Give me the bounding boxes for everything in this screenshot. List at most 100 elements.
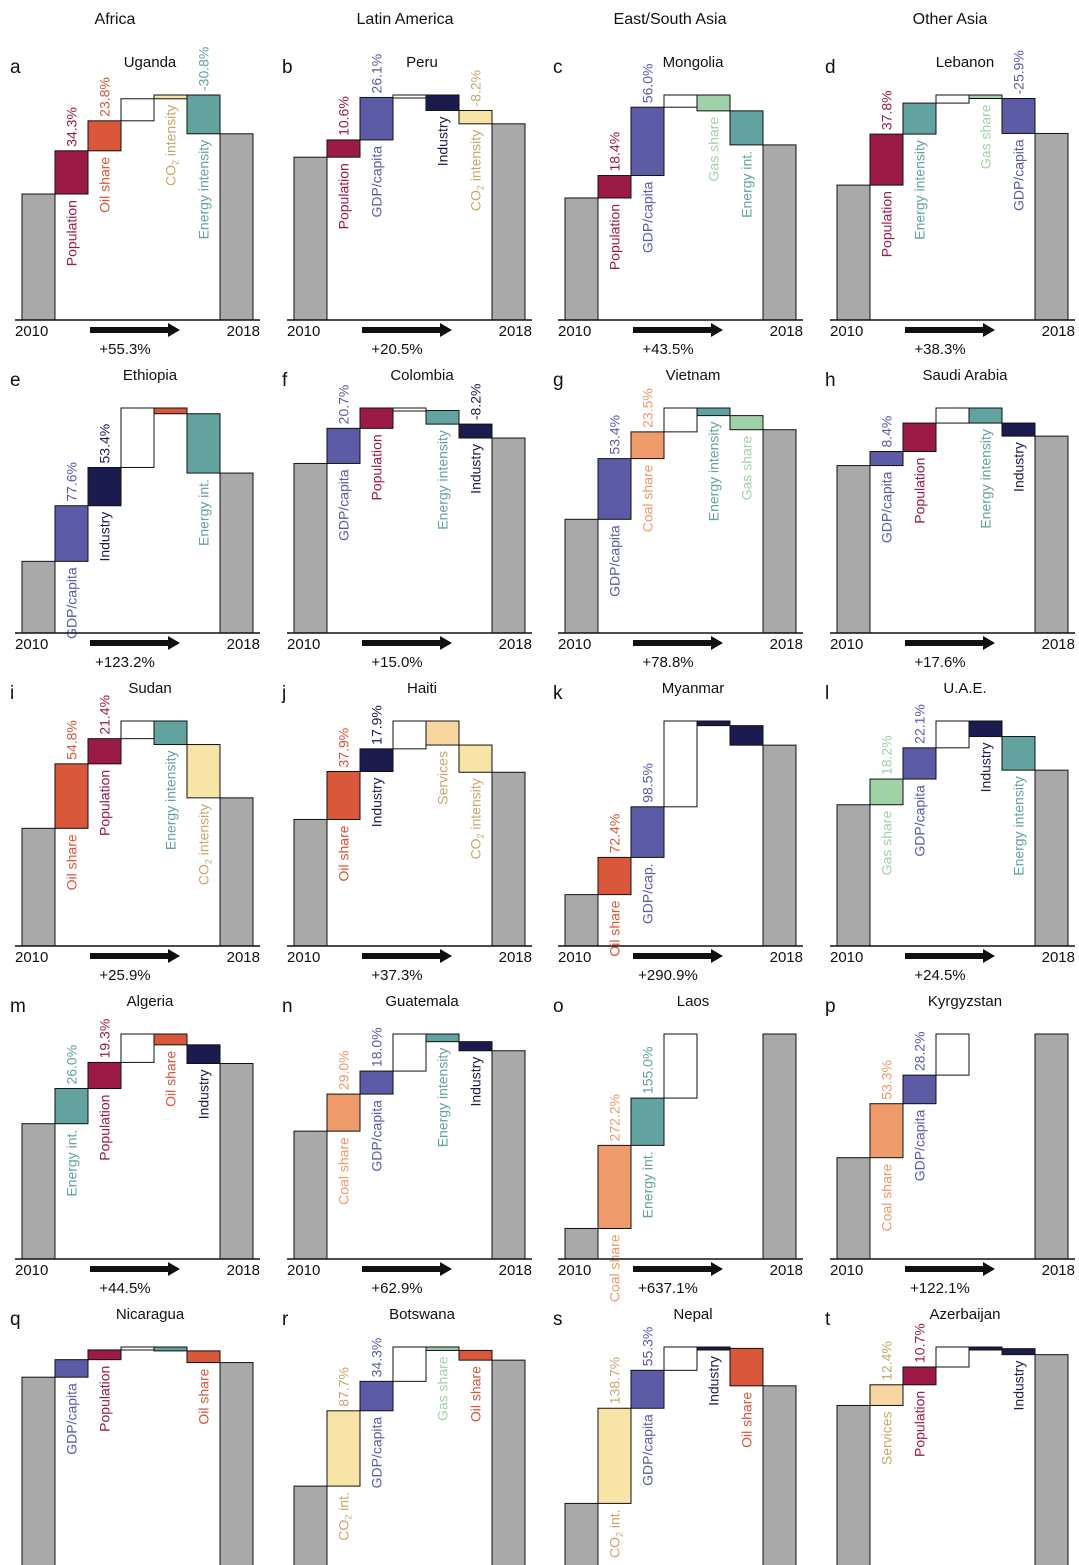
effect-bar — [458, 1349, 493, 1361]
change-arrow-head — [440, 949, 452, 963]
effect-pct: 12.4% — [879, 1341, 895, 1381]
year-end: 2018 — [499, 1262, 532, 1279]
effect-label: GDP/capita — [369, 146, 385, 218]
effect-label: GDP/capita — [607, 525, 623, 597]
effect-label: GDP/capita — [64, 567, 80, 639]
effect-bar — [696, 720, 731, 727]
change-arrow-head — [711, 949, 723, 963]
column-title: Latin America — [357, 11, 454, 28]
panel-title: Guatemala — [385, 993, 459, 1010]
effect-label: GDP/capita — [640, 1414, 656, 1486]
effect-bar — [935, 720, 970, 749]
year-start: 2010 — [287, 323, 320, 340]
effect-label: Energy intensity — [435, 430, 451, 530]
year-end: 2018 — [770, 949, 803, 966]
effect-bar — [902, 1366, 937, 1386]
effect-bar — [630, 1369, 665, 1409]
year-end: 2018 — [1042, 323, 1075, 340]
base-bar-2018 — [1034, 1354, 1069, 1565]
effect-label: GDP/capita — [640, 181, 656, 253]
effect-bar — [153, 720, 188, 746]
effect-bar — [869, 1103, 904, 1159]
base-bar-2018 — [219, 1362, 254, 1565]
panel-a: a Uganda Population 34.3% Oil share 23.8% CO2 … — [10, 47, 260, 358]
year-start: 2010 — [15, 949, 48, 966]
base-bar-2010 — [21, 1376, 56, 1565]
base-bar-2010 — [836, 465, 871, 634]
effect-pct: 37.8% — [879, 90, 895, 130]
effect-bar — [153, 1346, 188, 1352]
base-bar-2010 — [564, 518, 599, 634]
total-change: +44.5% — [99, 1280, 150, 1297]
effect-bar — [663, 1033, 698, 1099]
effect-bar — [54, 150, 89, 195]
effect-bar — [935, 407, 970, 424]
base-bar-2010 — [564, 1502, 599, 1565]
effect-label: GDP/capita — [64, 1383, 80, 1455]
panel-k: k Myanmar Oil share 72.4% GDP/cap. 98.5% 2010 2… — [553, 680, 803, 984]
effect-bar — [902, 1074, 937, 1105]
effect-bar — [1001, 736, 1036, 771]
effect-label: CO2 intensity — [163, 105, 181, 186]
effect-label: CO2 int. — [607, 1509, 625, 1558]
effect-pct: 21.4% — [97, 695, 113, 735]
effect-pct: 20.7% — [336, 385, 352, 425]
effect-bar — [630, 806, 665, 858]
panel-title: Uganda — [124, 54, 177, 71]
base-bar-2010 — [836, 804, 871, 947]
change-arrow-head — [711, 636, 723, 650]
year-start: 2010 — [558, 636, 591, 653]
total-change: +20.5% — [371, 341, 422, 358]
year-end: 2018 — [499, 636, 532, 653]
panel-d: d Lebanon Population 37.8% Energy intensity G… — [825, 50, 1075, 358]
panel-title: Myanmar — [662, 680, 725, 697]
effect-label: GDP/capita — [1011, 139, 1027, 211]
effect-bar — [729, 725, 764, 746]
effect-pct: 155.0% — [640, 1047, 656, 1094]
base-bar-2010 — [293, 462, 328, 634]
base-bar-2010 — [21, 827, 56, 947]
effect-bar — [326, 427, 361, 464]
total-change: +637.1% — [638, 1280, 698, 1297]
effect-bar — [630, 106, 665, 177]
effect-pct: 22.1% — [912, 704, 928, 744]
change-arrow-shaft — [362, 1266, 442, 1272]
base-bar-2018 — [491, 123, 526, 321]
change-arrow-shaft — [905, 327, 985, 333]
total-change: +25.9% — [99, 967, 150, 984]
effect-label: Energy intensity — [196, 140, 212, 240]
effect-bar — [597, 175, 632, 199]
panel-title: Colombia — [390, 367, 454, 384]
total-change: +43.5% — [642, 341, 693, 358]
effect-bar — [153, 407, 188, 415]
effect-pct: 23.8% — [97, 77, 113, 117]
effect-pct: 56.0% — [640, 63, 656, 103]
effect-bar — [869, 133, 904, 186]
change-arrow-head — [983, 323, 995, 337]
year-end: 2018 — [227, 949, 260, 966]
effect-bar — [458, 1041, 493, 1052]
panel-letter: h — [825, 370, 836, 391]
effect-bar — [597, 458, 632, 520]
effect-label: GDP/capita — [369, 1417, 385, 1489]
effect-pct: 98.5% — [640, 763, 656, 803]
effect-bar — [87, 120, 122, 152]
panel-letter: c — [553, 57, 563, 78]
panel-title: Saudi Arabia — [922, 367, 1008, 384]
effect-bar — [120, 98, 155, 122]
total-change: +55.3% — [99, 341, 150, 358]
effect-bar — [392, 720, 427, 750]
effect-label: Population — [97, 770, 113, 836]
effect-bar — [120, 1346, 155, 1351]
panel-b: b Peru Population 10.6% GDP/capita 26.1% Indus… — [282, 54, 532, 358]
base-bar-2018 — [491, 437, 526, 634]
panel-title: Peru — [406, 54, 438, 71]
effect-label: GDP/capita — [336, 469, 352, 541]
panel-letter: l — [825, 683, 829, 704]
effect-label: Oil share — [196, 1368, 212, 1424]
effect-bar — [87, 466, 122, 507]
effect-label: Oil share — [739, 1392, 755, 1448]
effect-pct: 10.7% — [912, 1323, 928, 1363]
change-arrow-head — [440, 323, 452, 337]
